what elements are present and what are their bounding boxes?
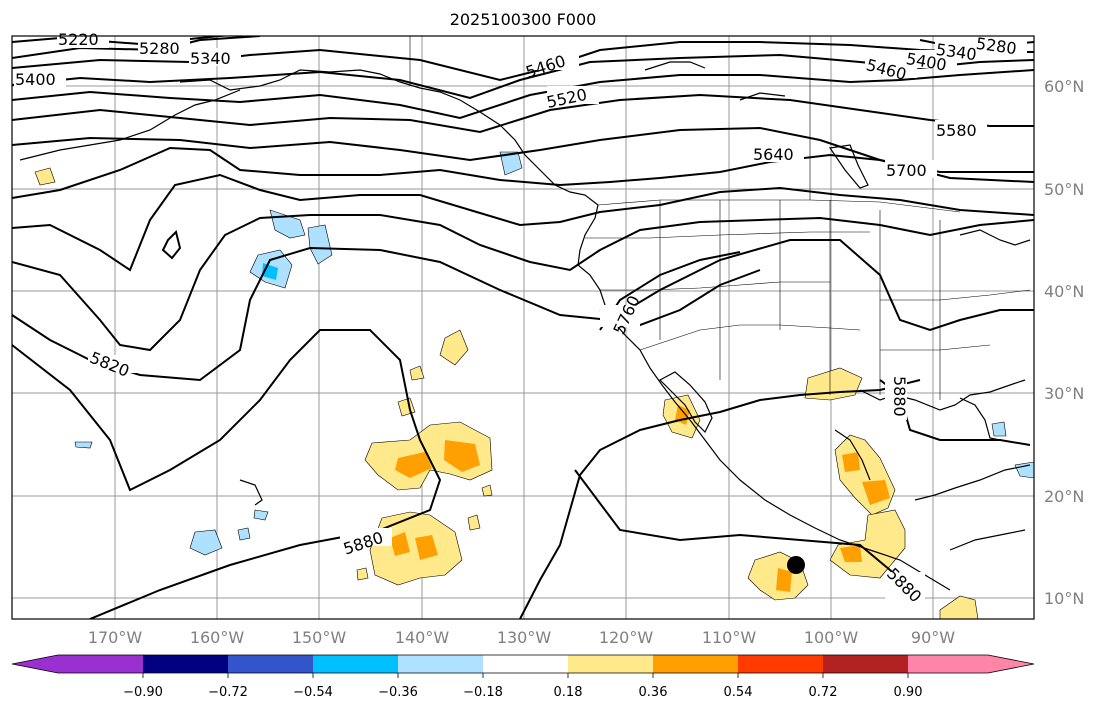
map-border: [11, 35, 1035, 620]
map-frame: [12, 36, 1034, 619]
contour-label: 5400: [15, 70, 56, 89]
colorbar-tick-label: 0.72: [809, 685, 838, 700]
colorbar-segment: [568, 655, 653, 673]
colorbar-segment: [823, 655, 908, 673]
map-title: 2025100300 F000: [449, 10, 597, 29]
lat-label: 50°N: [1044, 180, 1084, 199]
colorbar-tick-label: 0.36: [639, 685, 668, 700]
contour-label: 5580: [936, 121, 977, 140]
colorbar-tick-label: 0.90: [894, 685, 923, 700]
contour-label: 5280: [139, 39, 180, 58]
colorbar-segment: [653, 655, 738, 673]
colorbar-tick-label: 0.18: [554, 685, 583, 700]
lat-label: 60°N: [1044, 77, 1084, 96]
contour-label: 5640: [753, 145, 794, 164]
contour-label: 5700: [886, 161, 927, 180]
contour-label: 5340: [190, 49, 231, 68]
contour-label: 5220: [58, 30, 99, 49]
colorbar-segment: [738, 655, 823, 673]
colorbar-tick-label: 0.54: [724, 685, 753, 700]
colorbar-segment: [988, 655, 1034, 673]
colorbar-segment: [908, 655, 988, 673]
colorbar-tick-label: −0.36: [378, 685, 418, 700]
colorbar-segment: [483, 655, 568, 673]
colorbar-segment: [228, 655, 313, 673]
gridlines: [12, 36, 1034, 619]
colorbar-segment: [12, 655, 58, 673]
colorbar-segment: [143, 655, 228, 673]
colorbar-segment: [58, 655, 143, 673]
state-borders: [409, 36, 1031, 400]
lon-label: 110°W: [702, 628, 757, 647]
longitude-labels: 170°W 160°W 150°W 140°W 130°W 120°W 110°…: [88, 628, 955, 647]
colorbar-outline: [11, 654, 1035, 674]
location-marker-dot: [787, 556, 805, 574]
contour-label-halos: [14, 36, 1027, 602]
lon-label: 90°W: [911, 628, 955, 647]
lon-label: 100°W: [804, 628, 859, 647]
colorbar-tick-label: −0.18: [463, 685, 503, 700]
colorbar-tick-label: −0.72: [208, 685, 248, 700]
lon-label: 120°W: [599, 628, 654, 647]
colorbar-tick-label: −0.90: [123, 685, 163, 700]
lon-label: 150°W: [292, 628, 347, 647]
lon-label: 170°W: [88, 628, 143, 647]
lon-label: 140°W: [395, 628, 450, 647]
colorbar: −0.90 −0.72 −0.54 −0.36 −0.18 0.18 0.36 …: [11, 654, 1035, 700]
colorbar-tick-label: −0.54: [293, 685, 333, 700]
colorbar-segment: [398, 655, 483, 673]
lat-label: 20°N: [1044, 487, 1084, 506]
colorbar-segment: [313, 655, 398, 673]
contour-label: 5880: [890, 376, 909, 417]
lat-label: 30°N: [1044, 384, 1084, 403]
positive-anomaly-areas: [34, 167, 979, 619]
lon-label: 160°W: [190, 628, 245, 647]
lat-label: 10°N: [1044, 589, 1084, 608]
lat-label: 40°N: [1044, 282, 1084, 301]
latitude-labels: 60°N 50°N 40°N 30°N 20°N 10°N: [1044, 77, 1084, 608]
lon-label: 130°W: [497, 628, 552, 647]
